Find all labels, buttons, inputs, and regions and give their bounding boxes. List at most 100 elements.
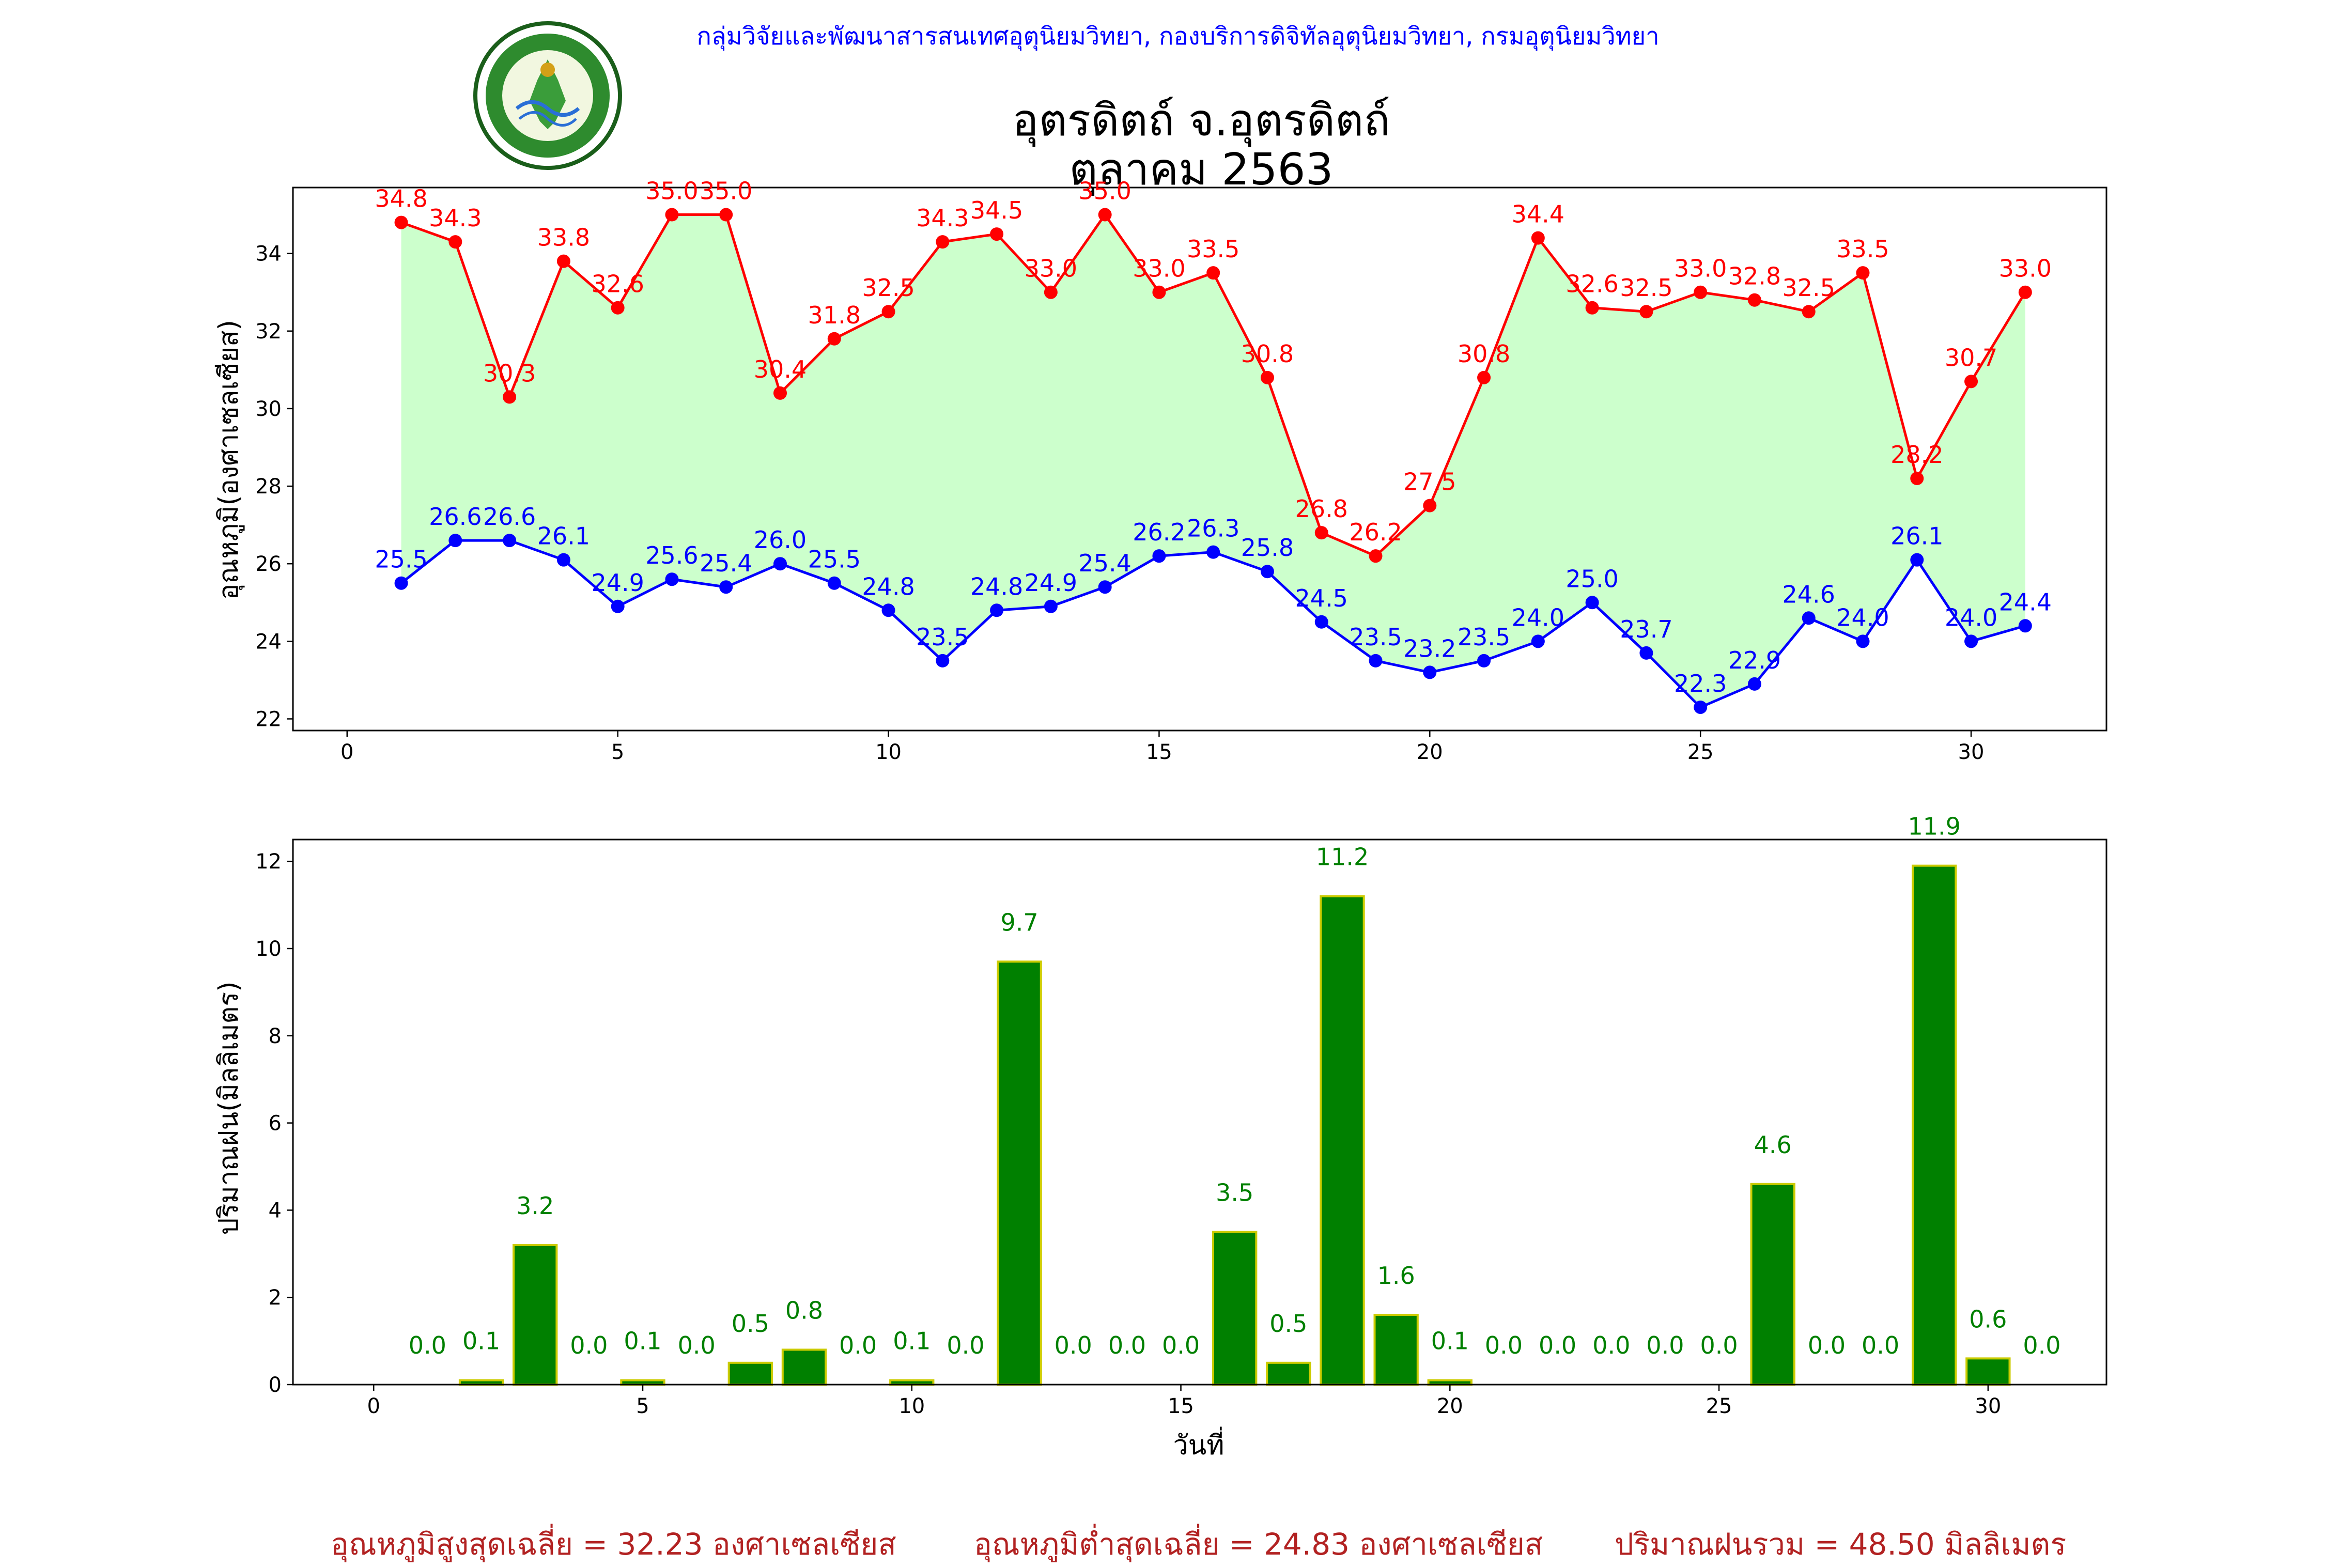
rain-value-label: 1.6: [1377, 1262, 1415, 1290]
rain-value-label: 0.0: [1108, 1331, 1146, 1359]
min-temp-value-label: 22.9: [1728, 646, 1781, 674]
rain-value-label: 0.0: [1055, 1331, 1092, 1359]
max-temp-point: [1856, 266, 1870, 280]
min-temp-value-label: 25.0: [1566, 565, 1618, 593]
rain-value-label: 0.0: [839, 1331, 877, 1359]
rain-value-label: 0.0: [1592, 1331, 1630, 1359]
max-temp-value-label: 32.6: [1566, 270, 1618, 298]
min-temp-point: [881, 603, 895, 617]
temp-x-tick-label: 0: [340, 740, 353, 764]
min-temp-value-label: 25.5: [375, 546, 427, 573]
temp-x-tick-label: 25: [1687, 740, 1714, 764]
temperature-panel: 0 5 10 15 20 25 302224262830323434.834.330.333…: [213, 177, 2107, 764]
max-temp-value-label: 30.7: [1945, 344, 1997, 371]
max-temp-value-label: 32.6: [591, 270, 644, 298]
rain-value-label: 0.0: [1700, 1331, 1738, 1359]
rain-value-label: 4.6: [1754, 1131, 1792, 1159]
max-temp-point: [556, 254, 570, 268]
min-temp-value-label: 25.8: [1241, 534, 1294, 562]
rain-value-label: 0.1: [462, 1327, 500, 1355]
rain-value-label: 3.5: [1216, 1179, 1253, 1207]
min-temp-point: [1098, 580, 1112, 594]
min-temp-point: [990, 603, 1004, 617]
max-temp-value-label: 26.2: [1349, 518, 1402, 546]
min-temp-point: [1856, 634, 1870, 648]
max-temp-point: [1260, 370, 1274, 384]
max-temp-value-label: 30.4: [754, 355, 807, 383]
max-temp-point: [1802, 305, 1816, 319]
max-temp-value-label: 33.5: [1187, 235, 1239, 263]
max-temp-value-label: 34.3: [429, 204, 482, 232]
min-temp-value-label: 25.5: [808, 546, 861, 573]
min-temp-point: [1585, 596, 1599, 610]
rain-value-label: 0.5: [732, 1310, 769, 1338]
min-temp-value-label: 26.6: [483, 503, 536, 531]
rain-x-tick-label: 30: [1975, 1394, 2001, 1418]
min-temp-point: [1910, 553, 1924, 567]
min-temp-value-label: 26.1: [1890, 522, 1943, 550]
rain-y-tick-label: 0: [269, 1373, 282, 1397]
min-temp-point: [1639, 646, 1653, 660]
max-temp-value-label: 32.5: [862, 274, 915, 302]
min-temp-point: [665, 572, 679, 586]
temp-x-tick-label: 10: [875, 740, 902, 764]
min-temp-value-label: 23.5: [1349, 623, 1402, 651]
min-temp-value-label: 24.0: [1512, 603, 1564, 631]
rain-value-label: 0.0: [1646, 1331, 1684, 1359]
min-temp-value-label: 22.3: [1674, 670, 1727, 697]
max-temp-point: [1423, 499, 1437, 513]
max-temp-point: [1098, 208, 1112, 222]
min-temp-value-label: 25.4: [700, 549, 752, 577]
max-temp-point: [1152, 285, 1166, 299]
max-temp-point: [1477, 370, 1491, 384]
temp-x-tick-label: 20: [1417, 740, 1443, 764]
avg-max-temp: อุณหภูมิสูงสุดเฉลี่ย = 32.23 องศาเซลเซีย…: [331, 1527, 896, 1562]
rain-value-label: 0.0: [678, 1331, 716, 1359]
rain-value-label: 0.0: [2023, 1331, 2060, 1359]
max-temp-value-label: 32.8: [1728, 262, 1781, 290]
min-temp-point: [773, 557, 787, 571]
rain-bar: [1965, 1357, 2011, 1386]
max-temp-point: [1964, 375, 1978, 389]
rain-value-label: 0.8: [785, 1296, 823, 1324]
max-temp-point: [990, 227, 1004, 241]
rain-y-tick-label: 10: [255, 937, 282, 961]
rain-value-label: 0.0: [947, 1331, 984, 1359]
rain-bar: [727, 1361, 773, 1386]
min-temp-value-label: 24.4: [1999, 588, 2052, 616]
max-temp-point: [1910, 472, 1924, 486]
rain-value-label: 0.1: [624, 1327, 661, 1355]
min-temp-value-label: 26.2: [1133, 518, 1185, 546]
temp-y-tick-label: 32: [255, 320, 282, 344]
rain-value-label: 0.6: [1969, 1305, 2007, 1333]
rain-x-tick-label: 25: [1706, 1394, 1732, 1418]
rain-x-axis-label: วันที่: [1173, 1426, 1224, 1461]
max-temp-value-label: 33.5: [1836, 235, 1889, 263]
rain-value-label: 0.0: [409, 1331, 446, 1359]
rain-x-tick-label: 5: [636, 1394, 649, 1418]
min-temp-value-label: 23.5: [916, 623, 969, 651]
max-temp-point: [611, 301, 625, 315]
min-temp-value-label: 26.6: [429, 503, 482, 531]
max-temp-point: [448, 235, 462, 249]
min-temp-value-label: 26.0: [754, 526, 807, 554]
rain-y-tick-label: 8: [269, 1024, 282, 1048]
temp-x-tick-label: 30: [1958, 740, 1985, 764]
temp-y-axis-label: อุณหภูมิ(องศาเซลเซียส): [213, 320, 245, 600]
avg-min-temp: อุณหภูมิต่ำสุดเฉลี่ย = 24.83 องศาเซลเซีย…: [974, 1527, 1543, 1562]
temp-y-tick-label: 30: [255, 397, 282, 421]
min-temp-value-label: 26.1: [537, 522, 590, 550]
rain-bar: [1266, 1361, 1311, 1386]
min-temp-point: [1531, 634, 1545, 648]
rain-y-tick-label: 2: [269, 1286, 282, 1310]
min-temp-point: [611, 599, 625, 613]
rain-plot-frame: [292, 839, 2107, 1386]
min-temp-point: [1044, 599, 1058, 613]
max-temp-point: [1369, 549, 1383, 563]
min-temp-point: [1964, 634, 1978, 648]
max-temp-value-label: 35.0: [645, 177, 698, 205]
rain-y-axis-label: ปริมาณฝน(มิลลิเมตร): [213, 981, 244, 1235]
rain-value-label: 3.2: [516, 1192, 554, 1220]
min-temp-value-label: 23.2: [1403, 634, 1456, 662]
